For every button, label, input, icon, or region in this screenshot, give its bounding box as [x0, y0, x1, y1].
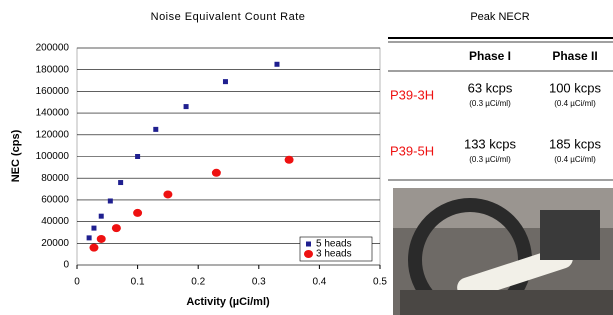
y-tick-label: 120000 [36, 129, 70, 140]
y-tick-label: 40000 [41, 216, 69, 227]
y-tick-label: 200000 [36, 43, 70, 54]
column-header: Phase II [552, 49, 597, 63]
cell-value: 185 kcps [549, 136, 602, 151]
cell-note: (0.3 µCi/ml) [469, 99, 511, 108]
y-axis-label: NEC (cps) [10, 129, 22, 182]
point [112, 224, 121, 232]
chart-title: Noise Equivalent Count Rate [151, 11, 306, 23]
point [223, 79, 228, 84]
x-tick-label: 0.1 [131, 277, 145, 288]
table-title: Peak NECR [470, 11, 529, 23]
point [87, 235, 92, 240]
x-axis-label: Activity (µCi/ml) [186, 296, 270, 308]
cell-note: (0.3 µCi/ml) [469, 155, 511, 164]
y-tick-label: 100000 [36, 151, 70, 162]
cell-note: (0.4 µCi/ml) [554, 155, 596, 164]
y-tick-label: 160000 [36, 86, 70, 97]
point [274, 62, 279, 67]
y-tick-label: 180000 [36, 64, 70, 75]
cell-note: (0.4 µCi/ml) [554, 99, 596, 108]
legend-marker [304, 250, 313, 258]
point [153, 127, 158, 132]
y-tick-label: 0 [63, 260, 69, 271]
y-tick-label: 80000 [41, 173, 69, 184]
point [163, 190, 172, 198]
point [212, 169, 221, 177]
point [91, 226, 96, 231]
photo [393, 188, 613, 315]
x-tick-label: 0.2 [191, 277, 205, 288]
x-tick-label: 0.3 [252, 277, 266, 288]
x-tick-label: 0 [74, 277, 80, 288]
y-tick-label: 60000 [41, 195, 69, 206]
cell-value: 100 kcps [549, 80, 602, 95]
photo-bed [400, 290, 613, 315]
point [184, 104, 189, 109]
point [133, 209, 142, 217]
y-tick-label: 140000 [36, 108, 70, 119]
table: Peak NECR Phase I Phase II P39-3H 63 kcps (0… [388, 11, 613, 180]
row-label: P39-3H [390, 87, 434, 102]
point [89, 244, 98, 252]
cell-value: 63 kcps [468, 80, 513, 95]
point [285, 156, 294, 164]
photo-detector [540, 210, 600, 260]
row-label: P39-5H [390, 143, 434, 158]
legend-label: 3 heads [316, 249, 352, 260]
column-header: Phase I [469, 49, 511, 63]
cell-value: 133 kcps [464, 136, 517, 151]
y-tick-label: 20000 [41, 238, 69, 249]
point [108, 198, 113, 203]
x-tick-label: 0.5 [373, 277, 387, 288]
point [118, 180, 123, 185]
point [135, 154, 140, 159]
x-tick-label: 0.4 [312, 277, 326, 288]
point [97, 235, 106, 243]
slide: Noise Equivalent Count Rate NEC (cps) Ac… [0, 0, 613, 315]
legend-marker [306, 242, 311, 247]
point [99, 214, 104, 219]
